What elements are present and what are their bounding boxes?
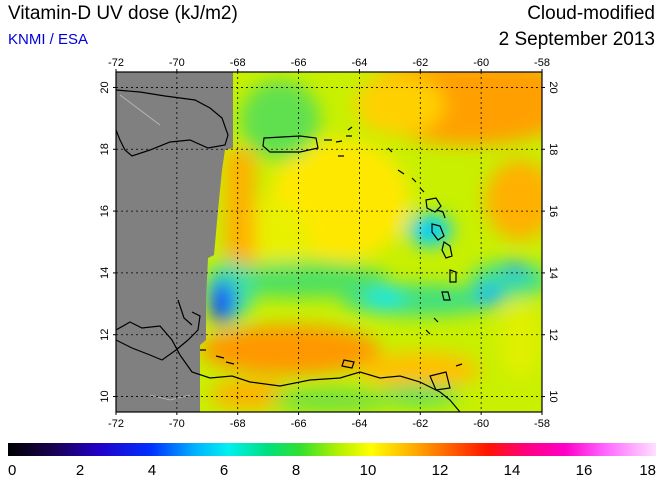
colorbar-tick-label: 16 [576, 462, 593, 479]
colorbar [8, 443, 656, 456]
colorbar-tick-labels: 0 2 4 6 8 10 12 14 16 18 [8, 462, 656, 479]
lon-tick-label: -66 [291, 57, 307, 69]
lon-tick-label: -60 [473, 418, 489, 430]
lat-tick-label: 18 [99, 143, 111, 155]
mode-label: Cloud-modified [527, 3, 655, 24]
lat-tick-label: 20 [547, 81, 559, 93]
colorbar-tick-label: 10 [360, 462, 377, 479]
uv-field [116, 72, 542, 412]
colorbar-tick-label: 12 [432, 462, 449, 479]
lon-tick-label: -72 [108, 57, 124, 69]
colorbar-tick-label: 18 [639, 462, 656, 479]
map-frame [115, 71, 543, 413]
lon-tick-label: -68 [230, 57, 246, 69]
lat-tick-label: 10 [99, 390, 111, 402]
lat-tick-label: 14 [547, 267, 559, 279]
colorbar-tick-label: 0 [8, 462, 16, 479]
lon-tick-label: -64 [351, 57, 367, 69]
lon-tick-label: -62 [412, 418, 428, 430]
lat-tick-label: 20 [99, 81, 111, 93]
credit-label: KNMI / ESA [8, 31, 89, 48]
coastlines [116, 89, 463, 412]
map-title: Vitamin-D UV dose (kJ/m2) [8, 3, 238, 24]
lon-tick-label: -70 [169, 57, 185, 69]
lat-tick-label: 12 [547, 329, 559, 341]
lon-tick-label: -58 [534, 57, 550, 69]
colorbar-tick-label: 2 [76, 462, 84, 479]
lon-tick-label: -64 [351, 418, 367, 430]
date-label: 2 September 2013 [498, 29, 655, 50]
colorbar-tick-label: 8 [292, 462, 300, 479]
graticule [116, 72, 542, 412]
lon-tick-label: -62 [412, 57, 428, 69]
lat-tick-label: 18 [547, 143, 559, 155]
lon-tick-label: -68 [230, 418, 246, 430]
colorbar-tick-label: 6 [220, 462, 228, 479]
colorbar-tick-label: 14 [504, 462, 521, 479]
lat-tick-label: 16 [99, 205, 111, 217]
lat-tick-label: 12 [99, 329, 111, 341]
lon-tick-label: -70 [169, 418, 185, 430]
lat-tick-labels-left: 10 12 14 16 18 20 [99, 81, 116, 403]
colorbar-tick-label: 4 [148, 462, 156, 479]
lon-tick-labels-bottom: -72 -70 -68 -66 -64 -62 -60 -58 [108, 412, 550, 430]
lat-tick-label: 14 [99, 267, 111, 279]
lon-tick-labels-top: -72 -70 -68 -66 -64 -62 -60 -58 [108, 57, 550, 72]
lon-tick-label: -60 [473, 57, 489, 69]
lon-tick-label: -66 [291, 418, 307, 430]
lat-tick-label: 10 [547, 390, 559, 402]
lat-tick-label: 16 [547, 205, 559, 217]
lon-tick-label: -72 [108, 418, 124, 430]
lon-tick-label: -58 [534, 418, 550, 430]
lat-tick-labels-right: 10 12 14 16 18 20 [542, 81, 559, 403]
